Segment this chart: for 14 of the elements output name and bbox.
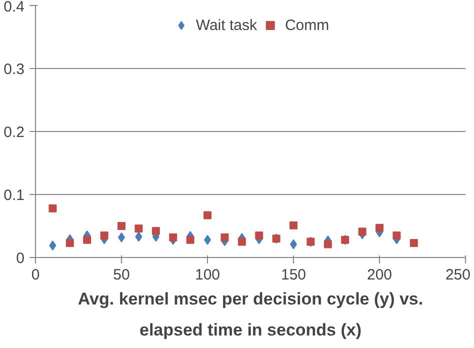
x-tick-label: 50	[113, 266, 130, 284]
legend-label: Comm	[284, 16, 330, 34]
y-tick-label: 0.1	[4, 187, 25, 204]
y-tick-label: 0.4	[4, 0, 25, 16]
y-tick-label: 0	[16, 250, 24, 267]
x-axis-title: Avg. kernel msec per decision cycle (y) vs. elapsed time in seconds (x)	[78, 290, 424, 340]
x-tick-label: 250	[445, 266, 471, 284]
x-tick-label: 150	[280, 266, 306, 284]
x-tick-label: 0	[31, 266, 40, 284]
x-tick-label: 200	[366, 266, 392, 284]
x-tick-label: 100	[194, 266, 220, 284]
legend-label: Wait task	[196, 16, 257, 34]
y-tick-label: 0.2	[4, 124, 25, 141]
y-tick-label: 0.3	[4, 61, 25, 78]
